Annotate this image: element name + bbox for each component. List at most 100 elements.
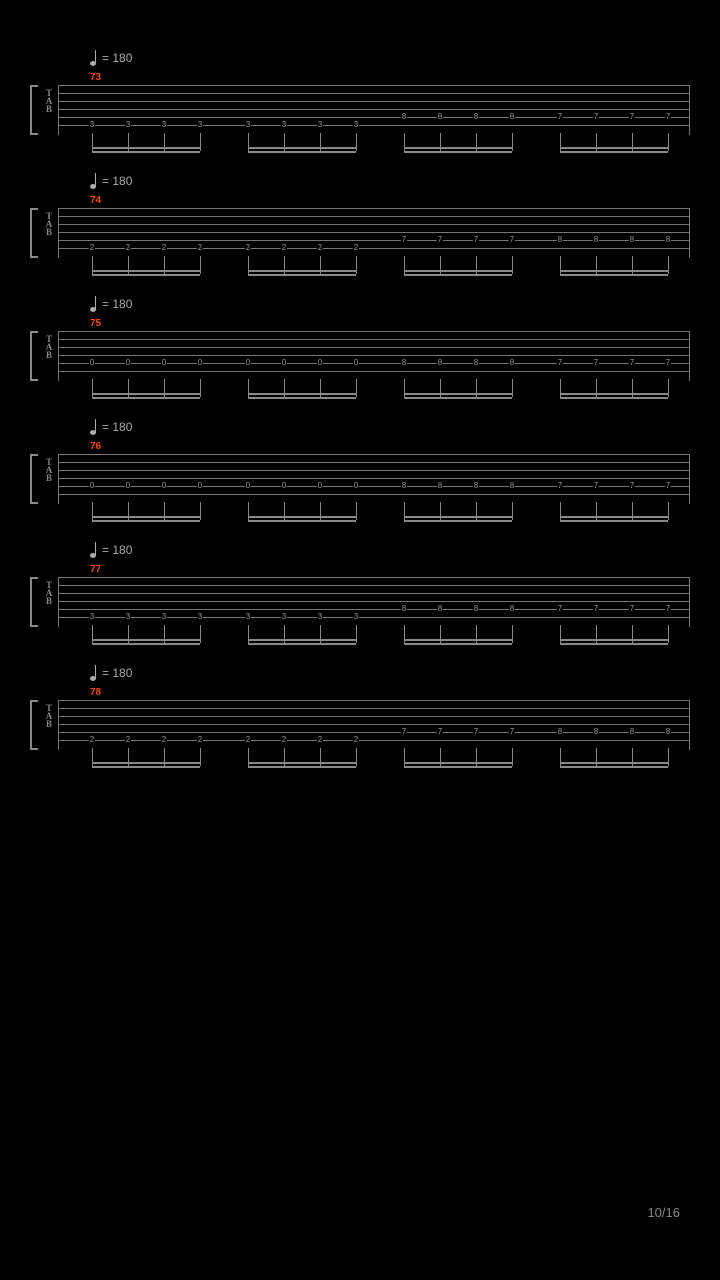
beam	[560, 151, 668, 153]
staff-line	[58, 577, 690, 578]
beam	[92, 270, 200, 272]
system-bracket	[30, 577, 38, 627]
beam	[404, 516, 512, 518]
beam	[560, 393, 668, 395]
beam	[560, 274, 668, 276]
staff-line	[58, 724, 690, 725]
fret-number: 3	[89, 613, 95, 621]
fret-number: 2	[89, 244, 95, 252]
measure-number: 73	[90, 72, 690, 83]
barline	[689, 208, 690, 258]
beam	[248, 762, 356, 764]
fret-number: 7	[509, 728, 515, 736]
tab-clef: TAB	[40, 577, 58, 605]
beam	[92, 516, 200, 518]
fret-number: 8	[473, 605, 479, 613]
fret-number: 3	[353, 121, 359, 129]
fret-number: 7	[665, 113, 671, 121]
staff-line	[58, 740, 690, 741]
fret-number: 7	[557, 113, 563, 121]
quarter-note-icon	[90, 419, 98, 435]
beam-group	[92, 379, 200, 401]
fret-number: 3	[161, 613, 167, 621]
fret-number: 2	[197, 244, 203, 252]
staff-line	[58, 85, 690, 86]
note-stem	[512, 748, 513, 766]
beam	[560, 643, 668, 645]
tab-staff: 3333333388887777	[58, 85, 690, 135]
staff-line	[58, 331, 690, 332]
fret-number: 8	[509, 359, 515, 367]
barline	[689, 454, 690, 504]
beam	[248, 639, 356, 641]
fret-number: 3	[125, 121, 131, 129]
beam-group	[404, 625, 512, 647]
fret-number: 7	[629, 359, 635, 367]
beam-group	[404, 379, 512, 401]
barline	[58, 208, 59, 258]
beam	[92, 520, 200, 522]
fret-number: 2	[353, 244, 359, 252]
system-bracket	[30, 208, 38, 258]
beam	[560, 397, 668, 399]
beam	[248, 147, 356, 149]
fret-number: 2	[197, 736, 203, 744]
fret-number: 7	[557, 482, 563, 490]
tab-clef: TAB	[40, 331, 58, 359]
tab-staff: 2222222277778888	[58, 208, 690, 258]
fret-number: 3	[317, 613, 323, 621]
fret-number: 3	[125, 613, 131, 621]
beam	[248, 393, 356, 395]
tempo-marking: = 180	[90, 665, 690, 681]
note-stem	[356, 625, 357, 643]
fret-number: 7	[665, 605, 671, 613]
fret-number: 7	[401, 236, 407, 244]
fret-number: 7	[437, 236, 443, 244]
fret-number: 2	[317, 736, 323, 744]
tab-clef: TAB	[40, 85, 58, 113]
tab-clef: TAB	[40, 208, 58, 236]
staff-container: TAB0000000088887777	[30, 331, 690, 381]
fret-number: 3	[281, 613, 287, 621]
beam-group	[92, 256, 200, 278]
fret-number: 8	[509, 113, 515, 121]
fret-number: 2	[161, 736, 167, 744]
staff-line	[58, 355, 690, 356]
beam	[92, 643, 200, 645]
beam	[92, 274, 200, 276]
staff-line	[58, 208, 690, 209]
fret-number: 3	[245, 613, 251, 621]
fret-number: 8	[473, 482, 479, 490]
barline	[58, 700, 59, 750]
fret-number: 8	[665, 236, 671, 244]
beam	[92, 393, 200, 395]
fret-number: 3	[317, 121, 323, 129]
tempo-marking: = 180	[90, 542, 690, 558]
fret-number: 7	[593, 113, 599, 121]
beam	[248, 643, 356, 645]
tab-clef: TAB	[40, 454, 58, 482]
quarter-note-icon	[90, 50, 98, 66]
fret-number: 0	[197, 482, 203, 490]
fret-number: 3	[89, 121, 95, 129]
beam	[404, 762, 512, 764]
note-stem	[200, 502, 201, 520]
tempo-marking: = 180	[90, 419, 690, 435]
beam-group	[92, 502, 200, 524]
system-bracket	[30, 700, 38, 750]
beam-group	[92, 748, 200, 770]
tab-staff: 0000000088887777	[58, 331, 690, 381]
note-stem	[356, 133, 357, 151]
fret-number: 7	[629, 482, 635, 490]
fret-number: 8	[509, 482, 515, 490]
beam-group	[560, 748, 668, 770]
fret-number: 0	[245, 359, 251, 367]
beam-group	[248, 748, 356, 770]
fret-number: 7	[473, 236, 479, 244]
barline	[689, 331, 690, 381]
fret-number: 8	[401, 359, 407, 367]
beam	[92, 766, 200, 768]
beam	[248, 520, 356, 522]
note-stem	[668, 256, 669, 274]
fret-number: 3	[353, 613, 359, 621]
